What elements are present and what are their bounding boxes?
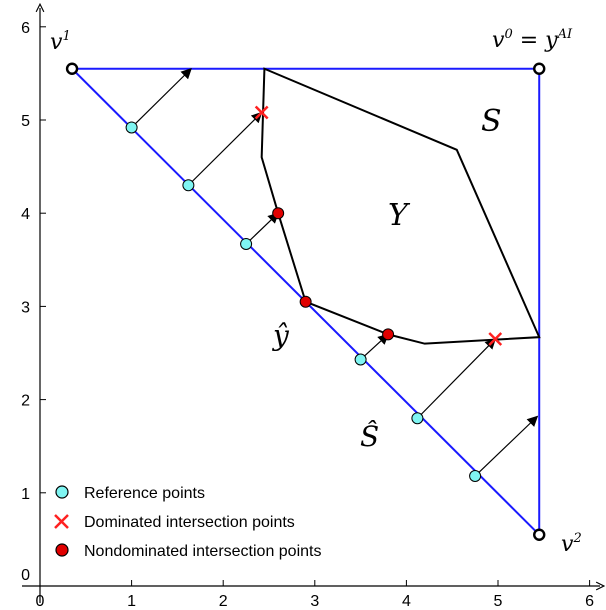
dominated-point bbox=[488, 332, 503, 346]
origin-label: 0 bbox=[21, 567, 30, 584]
vertex-v0-marker bbox=[533, 62, 546, 75]
dominated-point bbox=[254, 105, 269, 120]
direction-arrow bbox=[474, 415, 539, 477]
reference-point bbox=[411, 412, 424, 425]
legend-reference-marker bbox=[55, 485, 69, 499]
direction-arrow bbox=[360, 333, 389, 360]
vertex-v2-marker bbox=[533, 528, 546, 541]
reference-point bbox=[469, 470, 482, 483]
y-tick-label: 6 bbox=[21, 20, 30, 37]
reference-point bbox=[125, 121, 138, 134]
y-tick-label: 2 bbox=[21, 393, 30, 410]
direction-arrow bbox=[187, 111, 263, 186]
legend-dominated-label: Dominated intersection points bbox=[84, 514, 295, 531]
x-tick-label: 3 bbox=[310, 593, 319, 610]
nondominated-point-group bbox=[272, 207, 395, 341]
legend-dominated-marker bbox=[54, 514, 69, 529]
y-tick-label: 3 bbox=[21, 299, 30, 316]
legend: Reference points Dominated intersection … bbox=[54, 485, 321, 560]
v0-label: v0 = yAI bbox=[492, 27, 573, 53]
x-tick-label: 5 bbox=[494, 593, 503, 610]
nondominated-point bbox=[299, 295, 312, 308]
vertex-group bbox=[65, 62, 546, 541]
arrow-group bbox=[131, 67, 539, 477]
y-label: Y bbox=[388, 198, 411, 233]
x-tick-label: 6 bbox=[585, 593, 594, 610]
y-hat-label: ŷ bbox=[271, 319, 290, 352]
y-tick-label: 4 bbox=[21, 206, 30, 223]
x-tick-group: 0 1 2 3 4 5 6 bbox=[36, 580, 594, 610]
x-tick-label: 0 bbox=[36, 593, 45, 610]
reference-point-group bbox=[125, 121, 482, 483]
legend-nondominated-label: Nondominated intersection points bbox=[84, 543, 321, 560]
y-tick-label: 5 bbox=[21, 113, 30, 130]
s-label: S bbox=[481, 104, 502, 139]
y-tick-label: 1 bbox=[21, 486, 30, 503]
reference-point bbox=[182, 179, 195, 192]
x-tick-label: 1 bbox=[127, 593, 136, 610]
v1-label: v1 bbox=[50, 29, 71, 55]
v2-label: v2 bbox=[561, 531, 582, 557]
direction-arrow bbox=[416, 338, 497, 419]
reference-point bbox=[354, 353, 367, 366]
x-tick-label: 2 bbox=[219, 593, 228, 610]
reference-point bbox=[240, 237, 253, 250]
legend-reference-label: Reference points bbox=[84, 485, 205, 502]
direction-arrow bbox=[245, 212, 279, 245]
nondominated-point bbox=[272, 207, 285, 220]
direction-arrow bbox=[131, 67, 192, 128]
x-tick-label: 4 bbox=[402, 593, 411, 610]
dominated-point-group bbox=[254, 105, 503, 346]
y-tick-group: 1 2 3 4 5 6 0 bbox=[21, 20, 46, 584]
s-hat-label: Ŝ bbox=[360, 419, 379, 453]
legend-nondominated-marker bbox=[55, 543, 69, 557]
vertex-v1-marker bbox=[65, 62, 79, 75]
nondominated-point bbox=[382, 328, 395, 341]
